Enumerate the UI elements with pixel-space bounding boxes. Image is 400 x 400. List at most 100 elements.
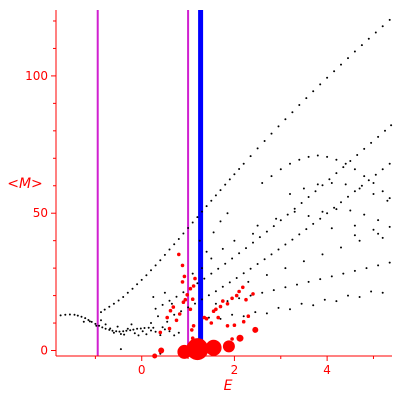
data-point (328, 178, 331, 181)
data-point (381, 236, 384, 239)
data-point (305, 97, 308, 100)
series-small-points (59, 18, 393, 355)
data-point (256, 147, 259, 150)
data-point (265, 230, 268, 233)
data-point (201, 267, 203, 270)
data-point (80, 315, 83, 318)
data-point (289, 162, 291, 165)
data-point (298, 104, 301, 106)
data-point (201, 298, 203, 301)
data-point (296, 283, 298, 286)
data-point (173, 313, 176, 316)
data-point (209, 321, 214, 325)
data-point (139, 327, 142, 330)
data-point (205, 250, 208, 253)
data-point (150, 329, 152, 332)
data-point (219, 220, 222, 223)
data-point (216, 315, 220, 320)
y-axis-title: <M> (7, 176, 43, 192)
data-point (242, 272, 245, 275)
data-point (360, 184, 363, 187)
data-point (284, 243, 287, 246)
data-point (126, 327, 129, 330)
data-point (100, 311, 102, 314)
data-point (367, 179, 370, 182)
vertical-lines (96, 10, 204, 356)
data-point (219, 189, 222, 192)
data-point (94, 322, 97, 325)
data-point (166, 320, 169, 323)
data-point (277, 306, 280, 309)
data-point (122, 296, 125, 298)
data-point (298, 158, 301, 161)
data-point (140, 278, 143, 281)
data-point (182, 274, 187, 279)
data-point (321, 253, 324, 256)
data-point (238, 297, 241, 300)
data-point (293, 207, 296, 210)
series-medium-points (158, 252, 255, 341)
data-point (302, 187, 305, 190)
data-point (340, 201, 342, 204)
data-point (319, 278, 322, 281)
data-point (225, 302, 230, 306)
data-point (163, 328, 166, 331)
data-point (191, 221, 194, 224)
data-point (111, 329, 114, 332)
x-tick-label: 2 (231, 363, 239, 377)
data-point (246, 314, 251, 319)
data-point (188, 286, 193, 291)
data-point (203, 277, 206, 280)
data-point (247, 280, 250, 283)
data-point (104, 327, 107, 330)
data-point (347, 294, 349, 297)
data-point (88, 320, 91, 323)
data-point (390, 124, 393, 127)
data-point (353, 234, 356, 237)
data-point (201, 210, 203, 213)
data-point (161, 326, 164, 329)
data-point (353, 269, 356, 272)
data-point (207, 316, 210, 319)
data-point (244, 297, 248, 302)
data-point (103, 308, 106, 311)
data-point (342, 166, 345, 169)
data-point (159, 334, 162, 337)
data-point (384, 129, 386, 132)
data-point (238, 252, 241, 255)
data-point (154, 264, 157, 267)
data-point (180, 280, 185, 284)
data-point (258, 236, 261, 239)
data-point (312, 90, 315, 93)
data-point (386, 199, 389, 202)
data-point (152, 326, 155, 329)
data-point (180, 310, 183, 313)
data-point (270, 253, 273, 256)
data-point (231, 313, 234, 316)
x-tick-label: 4 (323, 363, 331, 377)
data-point (145, 333, 148, 336)
data-point (119, 333, 122, 335)
data-point (358, 187, 361, 190)
data-point (205, 205, 208, 208)
data-point (241, 319, 246, 324)
data-point (214, 307, 218, 312)
data-point (284, 267, 287, 270)
data-point (277, 248, 280, 251)
data-point (171, 305, 176, 309)
data-point (177, 238, 180, 240)
data-point (342, 272, 345, 275)
data-point (340, 246, 342, 249)
data-point (316, 183, 319, 186)
data-point (377, 264, 380, 267)
data-point (98, 324, 101, 327)
data-point (212, 231, 215, 234)
data-point (158, 330, 163, 335)
data-point (330, 227, 333, 230)
data-point (300, 302, 303, 305)
data-point (275, 217, 278, 220)
data-point (104, 323, 107, 326)
data-point (168, 248, 171, 251)
data-point (112, 302, 115, 305)
